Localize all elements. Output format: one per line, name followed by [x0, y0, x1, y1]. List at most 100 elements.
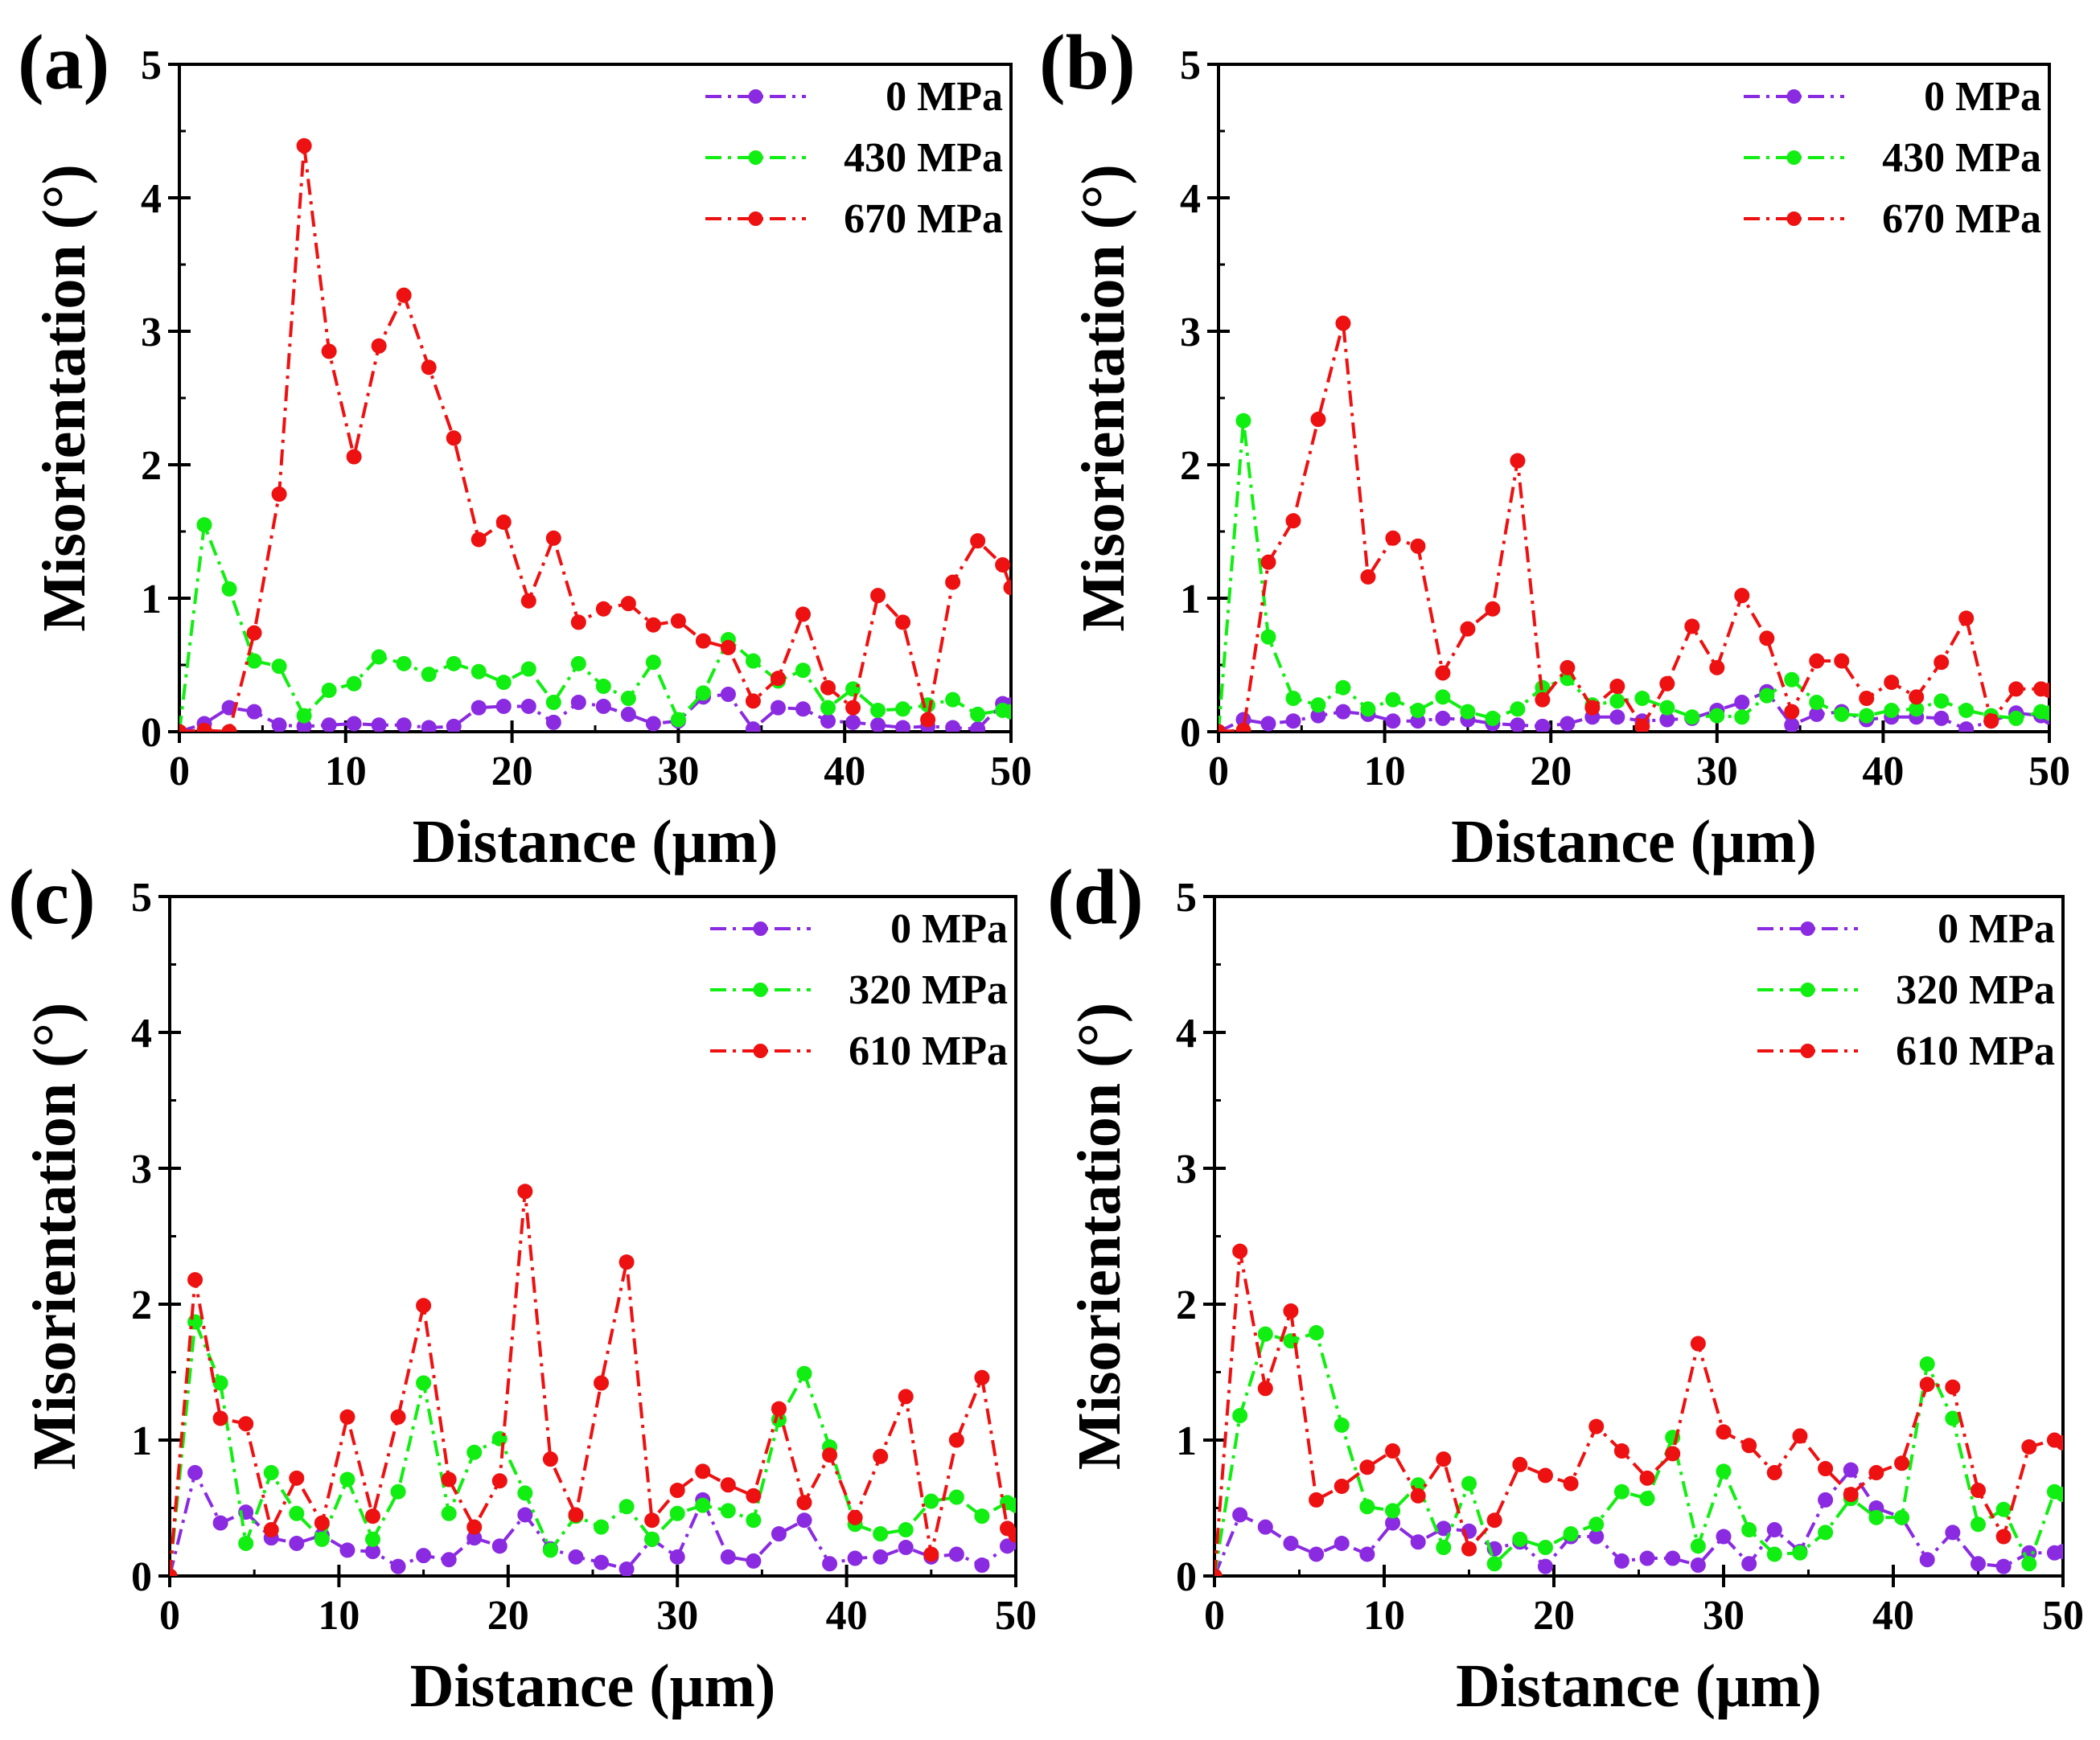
data-point	[645, 716, 661, 732]
data-point	[745, 721, 761, 732]
data-point	[1335, 315, 1351, 331]
legend-marker	[1786, 89, 1802, 104]
data-point	[466, 1519, 483, 1535]
data-point	[2055, 1544, 2063, 1560]
data-point	[745, 693, 761, 709]
data-point	[246, 653, 262, 669]
data-point	[1759, 687, 1775, 704]
data-point	[618, 1561, 635, 1576]
data-point	[364, 1531, 380, 1547]
legend-marker	[753, 1044, 768, 1058]
data-point	[845, 714, 861, 730]
panel-label: (a)	[18, 19, 109, 106]
data-point	[1609, 693, 1625, 709]
data-point	[820, 713, 836, 729]
y-tick-label: 4	[141, 176, 162, 222]
x-axis-label: Distance (μm)	[413, 808, 779, 876]
data-point	[1958, 702, 1975, 718]
data-point	[1385, 1503, 1401, 1519]
data-point	[795, 663, 811, 679]
legend-marker	[748, 150, 763, 165]
data-point	[1435, 665, 1451, 681]
data-point	[1535, 691, 1551, 708]
data-point	[1818, 1460, 1834, 1476]
data-point	[1584, 700, 1601, 716]
data-point	[1285, 713, 1301, 729]
y-tick-label: 4	[131, 1011, 152, 1057]
y-tick-label: 5	[131, 875, 152, 921]
series-line-0	[170, 1467, 1016, 1576]
data-point	[416, 1375, 432, 1391]
data-point	[1834, 653, 1850, 669]
y-axis-label: Misorientation (°)	[31, 164, 98, 631]
data-point	[670, 712, 686, 728]
data-point	[471, 663, 487, 679]
legend-label: 0 MPa	[1938, 906, 2055, 952]
data-point	[187, 1272, 203, 1288]
data-point	[221, 581, 237, 597]
y-tick-label: 2	[131, 1282, 152, 1328]
data-point	[1385, 1443, 1401, 1459]
data-point	[1766, 1546, 1782, 1562]
data-point	[970, 721, 986, 732]
legend-label: 0 MPa	[890, 906, 1008, 952]
data-point	[620, 706, 636, 722]
data-point	[1709, 659, 1725, 675]
data-point	[746, 1553, 762, 1569]
data-point	[238, 1535, 254, 1551]
data-point	[594, 1375, 610, 1391]
data-point	[1385, 691, 1401, 708]
data-point	[594, 1519, 610, 1535]
x-tick-label: 10	[1363, 1593, 1405, 1639]
data-point	[1766, 1522, 1782, 1538]
data-point	[1235, 412, 1251, 429]
series-group	[179, 137, 1011, 732]
data-point	[695, 1463, 711, 1479]
legend-marker	[753, 921, 768, 936]
data-point	[1285, 691, 1301, 706]
data-point	[520, 661, 536, 677]
data-point	[595, 679, 611, 695]
data-point	[1008, 1527, 1016, 1543]
y-tick-label: 3	[131, 1147, 152, 1192]
x-tick-label: 20	[1530, 749, 1572, 794]
x-axis-label: Distance (μm)	[1451, 808, 1817, 876]
data-point	[1410, 538, 1426, 554]
legend-marker	[1800, 983, 1815, 997]
data-point	[1410, 1534, 1426, 1550]
data-point	[1759, 630, 1775, 646]
x-axis-label: Distance (μm)	[410, 1652, 776, 1720]
data-point	[1971, 1483, 1986, 1499]
data-point	[1435, 710, 1451, 726]
data-point	[820, 700, 836, 716]
data-point	[1995, 1501, 2012, 1517]
data-point	[1983, 713, 1999, 729]
data-point	[1639, 1550, 1655, 1566]
data-point	[1385, 713, 1401, 729]
data-point	[1958, 610, 1975, 626]
data-point	[570, 655, 586, 671]
data-point	[1485, 601, 1501, 617]
data-point	[1235, 722, 1251, 732]
data-point	[720, 639, 736, 655]
data-point	[1360, 568, 1376, 585]
data-point	[296, 137, 312, 154]
y-tick-label: 4	[1180, 176, 1201, 222]
data-point	[346, 675, 362, 691]
data-point	[1218, 724, 1227, 732]
data-point	[466, 1444, 483, 1460]
data-point	[1784, 671, 1800, 687]
data-point	[1512, 1456, 1528, 1472]
x-tick-label: 40	[824, 749, 865, 794]
data-point	[1859, 691, 1875, 706]
data-point	[1868, 1509, 1884, 1525]
data-point	[246, 625, 262, 641]
data-point	[441, 1505, 457, 1521]
y-tick-label: 3	[1180, 310, 1201, 355]
data-point	[416, 1548, 432, 1564]
data-point	[1285, 513, 1301, 529]
x-tick-label: 20	[1533, 1593, 1575, 1639]
data-point	[390, 1409, 406, 1425]
data-point	[542, 1451, 558, 1467]
data-point	[845, 681, 861, 697]
